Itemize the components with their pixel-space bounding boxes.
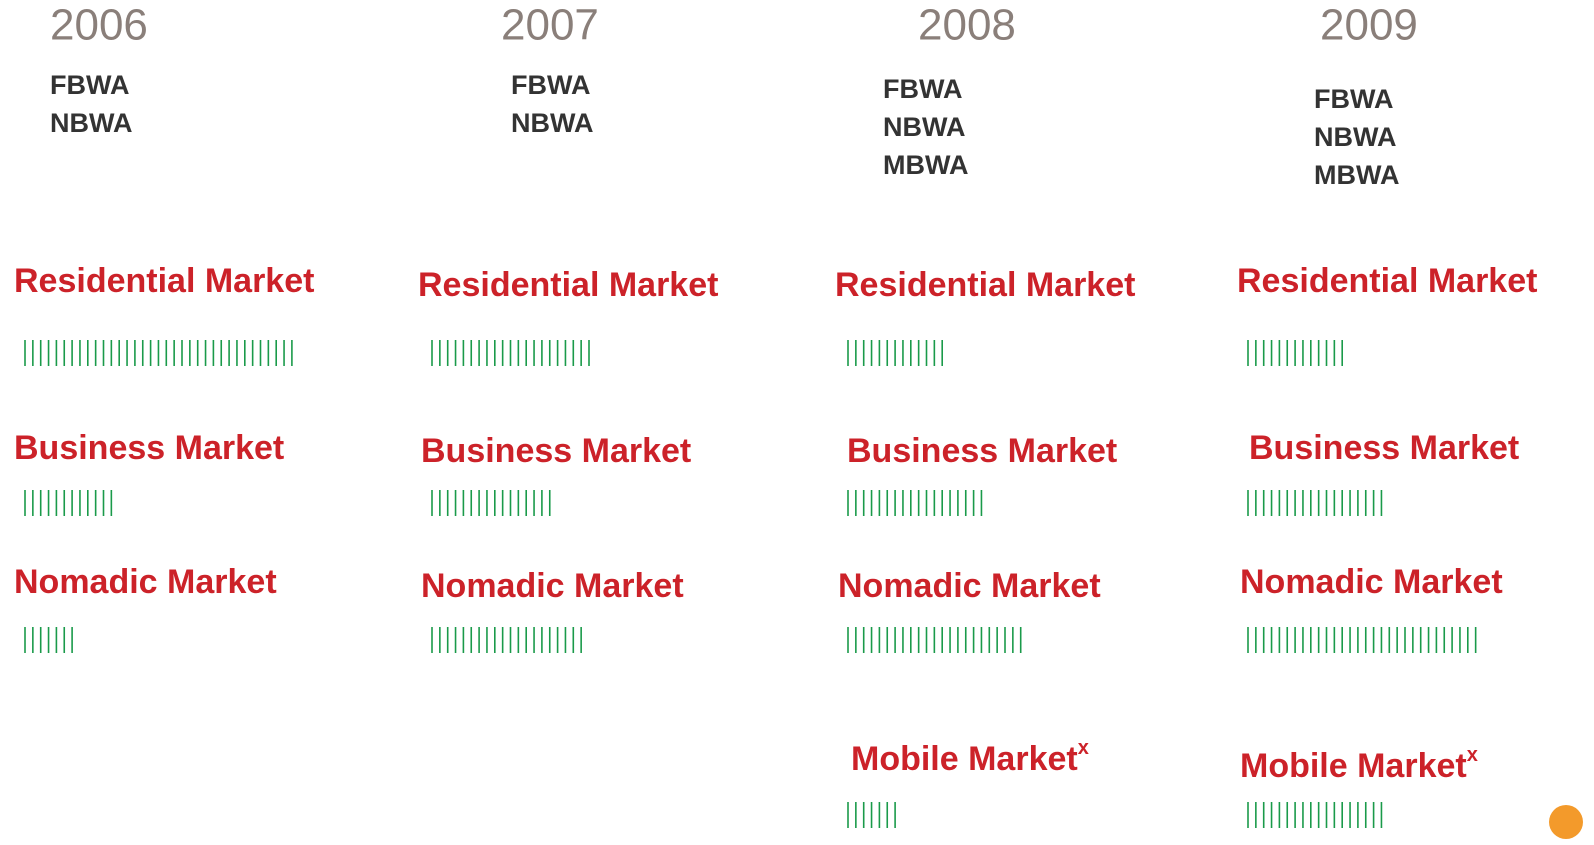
tick-bar [1247,490,1383,516]
market-name: Residential Market [1237,262,1537,300]
market-label: Business Market [847,432,1117,470]
market-name: Residential Market [14,262,314,300]
tick-bar [24,490,113,516]
technology: NBWA [883,112,966,142]
technology: FBWA [1314,84,1393,114]
tick-bar [847,627,1022,653]
market-label: Mobile Marketx [1240,744,1478,785]
tick-bar [847,490,983,516]
tick-bar [431,490,551,516]
technology: FBWA [511,70,590,100]
technology: NBWA [1314,122,1397,152]
market-name: Residential Market [835,266,1135,304]
tick-bar [431,627,582,653]
tick-bar [847,340,944,366]
decor-dot [1549,805,1583,839]
market-name: Mobile Market [1240,747,1467,785]
technology: MBWA [883,150,968,180]
market-label: Business Market [14,429,284,467]
market-name: Business Market [847,432,1117,470]
technology: MBWA [1314,160,1399,190]
year: 2006 [50,1,148,50]
market-note: x [1078,737,1089,759]
market-label: Mobile Marketx [851,737,1089,778]
market-label: Residential Market [14,262,314,300]
market-label: Nomadic Market [838,567,1101,605]
market-name: Nomadic Market [14,563,277,601]
market-label: Residential Market [418,266,718,304]
year: 2009 [1320,1,1418,50]
market-name: Residential Market [418,266,718,304]
market-label: Residential Market [835,266,1135,304]
market-name: Mobile Market [851,740,1078,778]
market-note: x [1467,744,1478,766]
market-label: Business Market [421,432,691,470]
market-label: Nomadic Market [1240,563,1503,601]
technology: NBWA [50,108,133,138]
market-name: Business Market [421,432,691,470]
tick-bar [1247,802,1383,828]
market-label: Residential Market [1237,262,1537,300]
technology: FBWA [50,70,129,100]
tick-bar [24,627,73,653]
market-label: Business Market [1249,429,1519,467]
tick-bar [847,802,896,828]
tick-bar [431,340,590,366]
market-name: Business Market [14,429,284,467]
market-name: Nomadic Market [1240,563,1503,601]
technology: NBWA [511,108,594,138]
market-name: Business Market [1249,429,1519,467]
tick-bar [1247,340,1343,366]
market-label: Nomadic Market [421,567,684,605]
year: 2007 [501,1,599,50]
year: 2008 [918,1,1016,50]
technology: FBWA [883,74,962,104]
market-name: Nomadic Market [421,567,684,605]
tick-bar [1247,627,1477,653]
tick-bar [24,340,293,366]
market-label: Nomadic Market [14,563,277,601]
market-name: Nomadic Market [838,567,1101,605]
